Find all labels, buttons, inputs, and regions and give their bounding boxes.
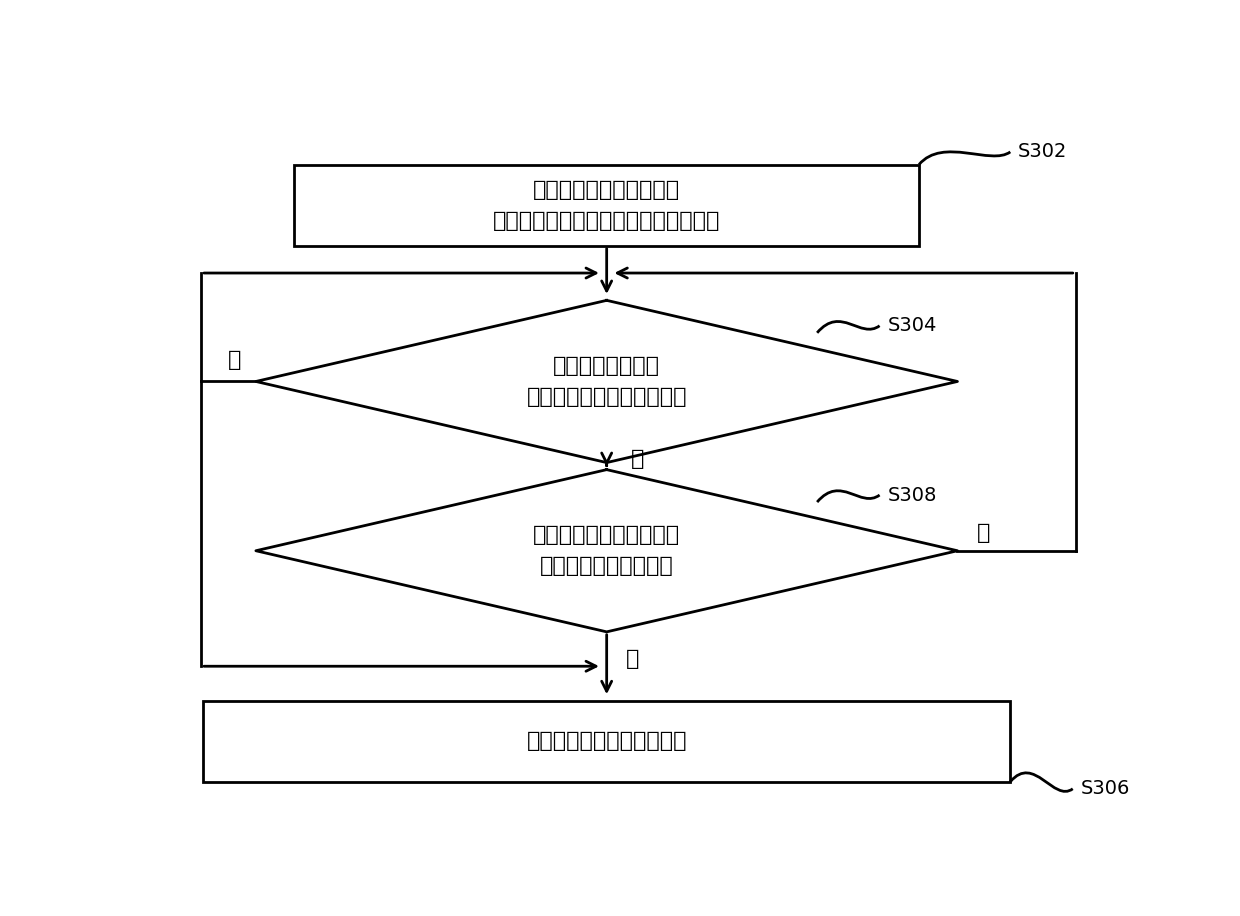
- Text: 风冷冰箱的压缩机开机率
超出预设的开机率阈值: 风冷冰箱的压缩机开机率 超出预设的开机率阈值: [533, 525, 681, 576]
- Bar: [203, 701, 1011, 781]
- Bar: [294, 165, 919, 245]
- Text: 是: 是: [228, 350, 242, 370]
- Text: 触发风冷冰箱开启除霜流程: 触发风冷冰箱开启除霜流程: [527, 731, 687, 751]
- Text: 是: 是: [626, 649, 640, 670]
- Text: S304: S304: [888, 316, 936, 335]
- Text: S306: S306: [1080, 780, 1130, 798]
- Text: 否: 否: [977, 523, 990, 543]
- Text: 送风气流的气压差
大于预设的第一气压差阈值: 送风气流的气压差 大于预设的第一气压差阈值: [527, 356, 687, 407]
- Text: 检测风冷冰箱的送风气流
在通过风冷冰箱的蒸发器前后的气压差: 检测风冷冰箱的送风气流 在通过风冷冰箱的蒸发器前后的气压差: [494, 180, 720, 231]
- Text: S302: S302: [1018, 142, 1068, 161]
- Text: 否: 否: [631, 449, 644, 469]
- Text: S308: S308: [888, 485, 936, 505]
